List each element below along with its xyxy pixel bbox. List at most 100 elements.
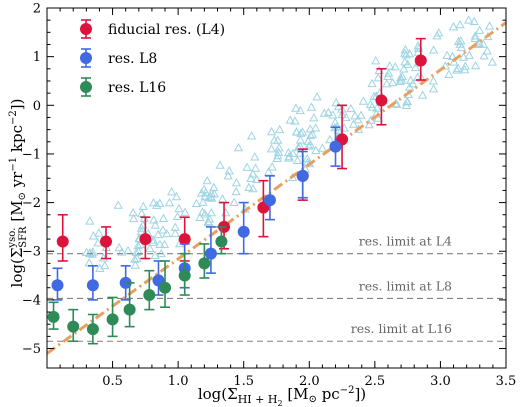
cloud-triangle xyxy=(170,222,180,231)
cloud-triangle xyxy=(305,140,316,149)
cloud-triangle xyxy=(221,207,231,217)
cloud-triangle xyxy=(372,103,382,112)
cloud-triangle xyxy=(199,184,209,194)
axis-ticks: 0.5 1.0 1.5 2.0 2.5 3.0 3.5 2 1 0 −1 −2 −3 −4 −5 xyxy=(22,2,517,390)
data-point xyxy=(139,233,152,246)
cloud-triangle xyxy=(133,246,144,255)
cloud-triangle xyxy=(456,42,467,52)
cloud-triangle xyxy=(88,247,98,256)
cloud-triangle xyxy=(100,260,110,270)
cloud-triangle xyxy=(353,114,363,124)
cloud-triangle xyxy=(348,119,359,128)
cloud-triangle xyxy=(388,77,398,87)
cloud-triangle xyxy=(470,31,480,40)
cloud-triangle xyxy=(159,239,170,249)
cloud-triangle xyxy=(307,129,318,138)
data-point xyxy=(143,289,156,302)
cloud-triangle xyxy=(295,135,306,144)
cloud-triangle xyxy=(275,124,285,134)
cloud-triangle xyxy=(390,62,400,71)
data-point xyxy=(159,281,172,294)
cloud-triangle xyxy=(428,84,439,93)
x-tick-label: 1.0 xyxy=(168,374,189,389)
cloud-triangle xyxy=(148,237,158,246)
cloud-triangle xyxy=(400,44,411,54)
cloud-triangle xyxy=(404,48,415,58)
y-tick-label: −1 xyxy=(22,147,41,162)
legend-label: fiducial res. (L4) xyxy=(108,22,225,38)
cloud-triangle xyxy=(311,145,321,155)
cloud-triangle xyxy=(428,76,439,85)
cloud-triangle xyxy=(229,197,239,206)
cloud-triangle xyxy=(88,231,99,240)
cloud-triangle xyxy=(170,228,180,237)
fit-line-path xyxy=(46,21,507,355)
cloud-triangle xyxy=(203,216,213,226)
cloud-triangle xyxy=(346,103,356,113)
cloud-triangle xyxy=(267,162,277,171)
data-point xyxy=(100,235,113,248)
cloud-triangle xyxy=(130,260,140,269)
cloud-triangle xyxy=(332,121,342,131)
cloud-triangle xyxy=(231,186,241,196)
cloud-triangle xyxy=(291,103,301,112)
cloud-triangle xyxy=(297,127,308,136)
cloud-triangle xyxy=(153,229,163,239)
cloud-triangle xyxy=(113,200,123,209)
cloud-triangle xyxy=(369,91,379,101)
cloud-triangle xyxy=(266,144,277,153)
cloud-triangle xyxy=(215,160,225,169)
cloud-triangle xyxy=(246,173,256,182)
cloud-triangle xyxy=(117,247,127,256)
cloud-triangle xyxy=(406,75,416,84)
data-point xyxy=(106,313,119,326)
cloud-triangle xyxy=(356,110,366,119)
cloud-triangle xyxy=(150,220,160,229)
cloud-triangle xyxy=(224,166,234,175)
y-tick-label: 1 xyxy=(33,50,41,65)
cloud-triangle xyxy=(403,59,413,68)
cloud-triangle xyxy=(484,21,495,30)
cloud-triangle xyxy=(158,225,168,234)
resolution-limit-label: res. limit at L4 xyxy=(359,234,452,249)
plot-frame xyxy=(46,7,507,369)
cloud-triangle xyxy=(217,194,228,203)
cloud-triangle xyxy=(373,73,383,82)
data-point xyxy=(204,247,217,260)
cloud-triangle xyxy=(148,198,159,207)
cloud-triangle xyxy=(365,99,376,108)
y-tick-label: −4 xyxy=(22,293,41,308)
cloud-triangle xyxy=(325,134,335,144)
data-point xyxy=(47,310,60,323)
data-point xyxy=(178,269,191,282)
plot-border xyxy=(46,7,507,369)
cloud-triangle xyxy=(250,163,261,172)
cloud-triangle xyxy=(198,197,208,206)
cloud-triangle xyxy=(295,105,305,115)
cloud-triangle xyxy=(209,189,219,198)
resolution-limit-label: res. limit at L16 xyxy=(351,321,452,336)
data-point xyxy=(215,235,228,248)
cloud-triangle xyxy=(453,63,463,73)
cloud-triangle xyxy=(129,213,139,223)
cloud-triangle xyxy=(292,155,303,164)
cloud-triangle xyxy=(274,143,284,152)
data-series xyxy=(47,37,427,345)
cloud-triangle xyxy=(206,207,217,217)
legend-marker xyxy=(80,81,92,93)
cloud-triangle xyxy=(244,182,254,192)
cloud-triangle xyxy=(458,52,469,61)
x-axis-label: log(ΣHI + H2 [M⊙ pc−2]) xyxy=(198,385,366,407)
cloud-triangle xyxy=(200,209,210,218)
cloud-triangle xyxy=(487,57,498,66)
cloud-triangle xyxy=(434,28,444,37)
cloud-triangle xyxy=(371,56,381,65)
cloud-triangle xyxy=(464,15,474,24)
cloud-triangle xyxy=(145,243,155,253)
cloud-triangle xyxy=(248,169,258,178)
cloud-triangle xyxy=(385,61,395,70)
resolution-limit-label: res. limit at L8 xyxy=(359,278,452,293)
y-tick-label: 0 xyxy=(33,99,41,114)
y-tick-label: −2 xyxy=(22,196,41,211)
